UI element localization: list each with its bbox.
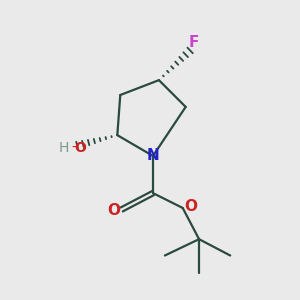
Text: N: N [147,148,159,164]
Text: H: H [58,141,69,154]
Text: O: O [74,141,86,154]
Text: O: O [107,203,120,218]
Text: F: F [188,34,199,50]
Text: O: O [184,199,197,214]
Text: -: - [71,141,76,154]
